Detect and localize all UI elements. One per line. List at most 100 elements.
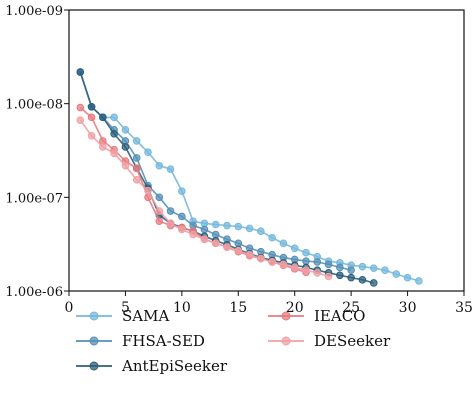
data-point (87, 102, 96, 111)
data-point (313, 258, 322, 266)
series-layer (76, 68, 423, 287)
data-point (155, 193, 164, 202)
data-point (302, 257, 310, 265)
data-point (234, 222, 243, 231)
legend-item: SAMA (76, 307, 169, 325)
plot-frame (68, 9, 465, 292)
data-point (76, 103, 85, 112)
x-tick-label: 35 (455, 300, 473, 316)
legend-item: AntEpiSeeker (76, 357, 228, 375)
data-point (358, 262, 367, 271)
data-point (87, 113, 96, 122)
legend-swatch-marker (89, 311, 99, 321)
data-point (121, 125, 130, 134)
data-point (87, 131, 96, 140)
legend: SAMA FHSA-SED AntEpiSeeker IEACO DESeeker (76, 307, 391, 375)
data-point (279, 260, 288, 269)
data-point (392, 270, 401, 278)
data-point (257, 254, 265, 263)
data-point (336, 271, 344, 280)
x-tick-label: 10 (173, 300, 191, 316)
data-point (200, 225, 209, 234)
legend-swatch-marker (281, 336, 291, 346)
legend-swatch-marker (281, 311, 291, 321)
x-tick-label: 0 (65, 300, 74, 316)
data-point (166, 219, 175, 228)
data-point (234, 246, 243, 255)
data-point (257, 227, 265, 236)
x-tick-label: 15 (229, 300, 247, 316)
series-line (79, 119, 329, 278)
legend-swatch-marker (89, 361, 99, 371)
legend-item: IEACO (268, 307, 365, 325)
data-point (132, 137, 141, 145)
data-point (155, 207, 164, 215)
data-point (76, 68, 85, 76)
x-tick-label: 30 (399, 300, 417, 316)
data-point (144, 148, 152, 157)
data-point (178, 212, 186, 221)
data-point (99, 143, 107, 151)
legend-label: DESeeker (314, 332, 391, 350)
data-point (110, 130, 118, 138)
data-point (336, 263, 344, 272)
y-tick-label: 1.00e-08 (5, 98, 63, 113)
data-point (211, 239, 220, 248)
data-point (223, 243, 231, 251)
data-point (110, 113, 118, 122)
data-point (110, 149, 118, 158)
data-point (121, 143, 130, 151)
data-point (178, 225, 186, 234)
data-point (223, 221, 231, 230)
data-point (324, 272, 333, 281)
legend-swatch-marker (89, 336, 99, 346)
data-point (324, 260, 333, 269)
legend-label: AntEpiSeeker (121, 357, 228, 375)
data-point (347, 273, 355, 282)
legend-item: FHSA-SED (76, 332, 205, 350)
series-antepiseeker (76, 68, 378, 287)
data-point (279, 239, 288, 248)
data-point (369, 279, 378, 287)
data-point (121, 161, 130, 170)
data-point (302, 266, 310, 275)
x-tick-label: 20 (286, 300, 304, 316)
legend-label: IEACO (314, 307, 365, 325)
data-point (403, 273, 412, 282)
data-point (132, 154, 141, 162)
data-point (200, 235, 209, 244)
data-point (313, 269, 322, 277)
data-point (166, 165, 175, 173)
legend-label: SAMA (122, 307, 169, 325)
data-point (178, 187, 186, 195)
x-tick-label: 5 (121, 300, 130, 316)
data-point (144, 186, 152, 195)
data-point (132, 176, 141, 184)
data-point (268, 233, 276, 242)
data-point (166, 207, 175, 215)
data-point (369, 264, 378, 272)
data-point (245, 250, 254, 259)
data-point (155, 217, 164, 226)
y-tick-label: 1.00e-09 (5, 4, 63, 19)
data-point (302, 248, 310, 257)
data-point (290, 244, 299, 253)
data-point (76, 116, 85, 124)
legend-item: DESeeker (268, 332, 391, 350)
data-point (155, 161, 164, 170)
data-point (132, 164, 141, 173)
data-point (268, 258, 276, 266)
data-point (245, 224, 254, 233)
y-tick-label: 1.00e-07 (5, 191, 63, 206)
y-tick-label: 1.00e-06 (5, 285, 63, 300)
legend-label: FHSA-SED (122, 332, 205, 350)
data-point (99, 113, 107, 122)
data-point (381, 266, 389, 275)
data-point (415, 277, 423, 285)
data-point (189, 230, 197, 239)
data-point (358, 276, 367, 284)
series-line (79, 71, 374, 284)
data-point (347, 266, 355, 275)
axes: 0 5 10 15 20 25 30 35 1.00e-09 1.00e-08 1.00e-07 1.… (5, 4, 472, 316)
data-point (211, 220, 220, 229)
